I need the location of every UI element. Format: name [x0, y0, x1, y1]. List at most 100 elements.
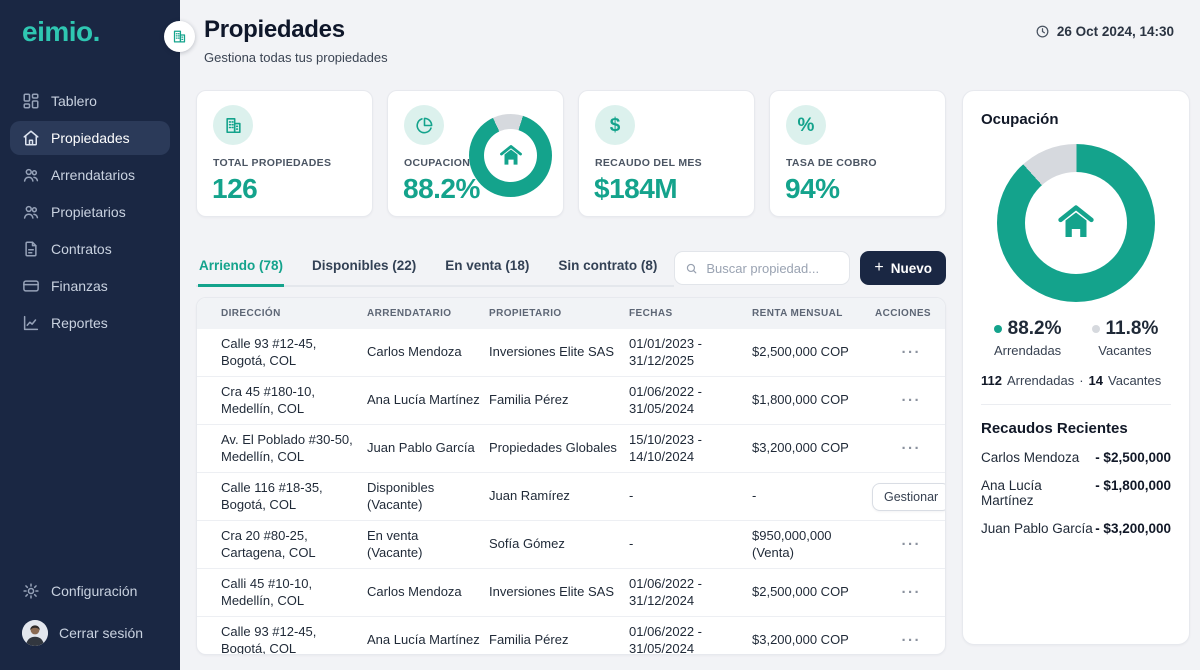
donut-hole — [484, 129, 537, 182]
manage-button[interactable]: Gestionar — [872, 482, 945, 511]
cell-arrendatario: Ana Lucía Martínez — [367, 392, 480, 408]
page-header: Propiedades Gestiona todas tus propiedad… — [204, 16, 388, 65]
stat-label: RECAUDO DEL MES — [595, 157, 702, 169]
sidebar-item-propietarios[interactable]: Propietarios — [10, 195, 170, 229]
dollar-icon: $ — [595, 105, 635, 145]
cell-fechas: 01/06/2022 - 31/05/2024 — [629, 383, 703, 416]
sidebar-item-configuracion[interactable]: Configuración — [10, 574, 170, 608]
table-row[interactable]: Calle 116 #18-35, Bogotá, COL Disponible… — [197, 473, 945, 521]
row-more-menu-icon[interactable]: ··· — [900, 340, 924, 365]
cell-fechas: 01/06/2022 - 31/05/2024 — [629, 623, 703, 655]
tab-en-venta[interactable]: En venta (18) — [445, 258, 530, 273]
gear-icon — [22, 582, 40, 600]
line-chart-icon — [22, 314, 40, 332]
occupancy-panel: Ocupación 88.2% Arrendadas 11.8% Vacante… — [962, 90, 1190, 645]
row-more-menu-icon[interactable]: ··· — [900, 532, 924, 557]
table-row[interactable]: Calle 93 #12-45, Bogotá, COL Ana Lucía M… — [197, 617, 945, 655]
stat-value: 88.2% — [403, 173, 480, 204]
row-more-menu-icon[interactable]: ··· — [900, 628, 924, 653]
stat-card-tasa-cobro: % TASA DE COBRO 94% — [769, 90, 946, 217]
percent-icon: % — [786, 105, 826, 145]
search-box[interactable] — [674, 251, 851, 285]
cell-arrendatario: Carlos Mendoza — [367, 584, 462, 600]
sidebar-item-label: Finanzas — [51, 278, 108, 294]
sidebar-nav: Tablero Propiedades Arrendatarios Propie… — [10, 84, 170, 340]
stat-label: TOTAL PROPIEDADES — [213, 157, 332, 169]
cell-direccion: Calle 93 #12-45, Bogotá, COL — [221, 335, 317, 368]
sidebar-item-label: Propietarios — [51, 204, 126, 220]
table-header-row: DIRECCIÓN ARRENDATARIO PROPIETARIO FECHA… — [197, 298, 945, 329]
cell-fechas: - — [629, 488, 634, 504]
recaudo-name: Carlos Mendoza — [981, 450, 1080, 465]
page-subtitle: Gestiona todas tus propiedades — [204, 50, 388, 65]
donut-hole — [1025, 172, 1127, 274]
gray-dot-icon — [1091, 325, 1100, 333]
table-row[interactable]: Av. El Poblado #30-50, Medellín, COL Jua… — [197, 425, 945, 473]
page-title: Propiedades — [204, 16, 345, 43]
table-row[interactable]: Cra 20 #80-25, Cartagena, COL En venta (… — [197, 521, 945, 569]
user-avatar — [22, 620, 48, 646]
cell-renta: $950,000,000 (Venta) — [752, 527, 832, 560]
cell-arrendatario: Juan Pablo García — [367, 440, 475, 456]
sidebar-footer: Configuración Cerrar sesión — [10, 574, 170, 654]
sidebar-item-propiedades[interactable]: Propiedades — [10, 121, 170, 155]
cell-arrendatario: Disponibles (Vacante) — [367, 479, 435, 512]
cell-propietario: Familia Pérez — [489, 632, 569, 648]
new-property-button[interactable]: + Nuevo — [860, 251, 946, 285]
row-more-menu-icon[interactable]: ··· — [900, 580, 924, 605]
col-acciones: ACCIONES — [875, 308, 931, 319]
sidebar-item-tablero[interactable]: Tablero — [10, 84, 170, 118]
sidebar-item-logout[interactable]: Cerrar sesión — [10, 612, 170, 654]
tab-disponibles[interactable]: Disponibles (22) — [312, 258, 417, 273]
search-input[interactable] — [706, 260, 840, 276]
sidebar-item-finanzas[interactable]: Finanzas — [10, 269, 170, 303]
sidebar-item-label: Propiedades — [51, 130, 130, 146]
cell-direccion: Calle 93 #12-45, Bogotá, COL — [221, 623, 317, 655]
sidebar-item-label: Contratos — [51, 241, 112, 257]
sidebar-item-contratos[interactable]: Contratos — [10, 232, 170, 266]
occupancy-legend: 88.2% Arrendadas 11.8% Vacantes — [981, 318, 1171, 358]
wallet-icon — [22, 277, 40, 295]
stat-label: OCUPACION — [404, 157, 471, 169]
cell-direccion: Calle 116 #18-35, Bogotá, COL — [221, 479, 323, 512]
building-icon — [213, 105, 253, 145]
recaudo-name: Ana Lucía Martínez — [981, 478, 1042, 508]
row-more-menu-icon[interactable]: ··· — [900, 388, 924, 413]
cell-direccion: Cra 45 #180-10, Medellín, COL — [221, 383, 315, 416]
toolbar: + Nuevo — [674, 251, 946, 285]
sidebar-item-arrendatarios[interactable]: Arrendatarios — [10, 158, 170, 192]
col-fechas: FECHAS — [629, 308, 673, 319]
cell-renta: $3,200,000 COP — [752, 440, 849, 456]
building-badge-button[interactable] — [164, 21, 195, 52]
tab-sin-contrato[interactable]: Sin contrato (8) — [558, 258, 658, 273]
cell-arrendatario: En venta (Vacante) — [367, 527, 423, 560]
table-row[interactable]: Cra 45 #180-10, Medellín, COL Ana Lucía … — [197, 377, 945, 425]
sidebar-item-label: Tablero — [51, 93, 97, 109]
cell-fechas: - — [629, 536, 634, 552]
recaudo-amount: - $2,500,000 — [1095, 450, 1171, 465]
row-more-menu-icon[interactable]: ··· — [900, 436, 924, 461]
users-icon — [22, 203, 40, 221]
home-icon — [22, 129, 40, 147]
stat-label: TASA DE COBRO — [786, 157, 877, 169]
app-logo: eimio. — [22, 16, 100, 47]
clock-icon — [1035, 24, 1050, 39]
table-row[interactable]: Calle 93 #12-45, Bogotá, COL Carlos Mend… — [197, 329, 945, 377]
table-row[interactable]: Calli 45 #10-10, Medellín, COL Carlos Me… — [197, 569, 945, 617]
cell-renta: $2,500,000 COP — [752, 584, 849, 600]
occupancy-counts: 112 Arrendadas · 14 Vacantes — [981, 373, 1162, 388]
sidebar-item-reportes[interactable]: Reportes — [10, 306, 170, 340]
cell-fechas: 01/01/2023 - 31/12/2025 — [629, 335, 703, 368]
stat-cards: TOTAL PROPIEDADES 126 OCUPACION 88.2% $ … — [196, 90, 946, 217]
cell-fechas: 01/06/2022 - 31/12/2024 — [629, 575, 703, 608]
divider — [981, 404, 1171, 405]
sidebar-item-label: Arrendatarios — [51, 167, 136, 183]
cell-arrendatario: Carlos Mendoza — [367, 344, 462, 360]
col-arrendatario: ARRENDATARIO — [367, 308, 452, 319]
legend-arrendadas: 88.2% Arrendadas — [993, 318, 1062, 358]
cell-propietario: Inversiones Elite SAS — [489, 344, 615, 360]
occupancy-title: Ocupación — [981, 111, 1059, 128]
cell-direccion: Calli 45 #10-10, Medellín, COL — [221, 575, 313, 608]
cell-fechas: 15/10/2023 - 14/10/2024 — [629, 431, 703, 464]
tab-arriendo[interactable]: Arriendo (78) — [198, 258, 285, 287]
